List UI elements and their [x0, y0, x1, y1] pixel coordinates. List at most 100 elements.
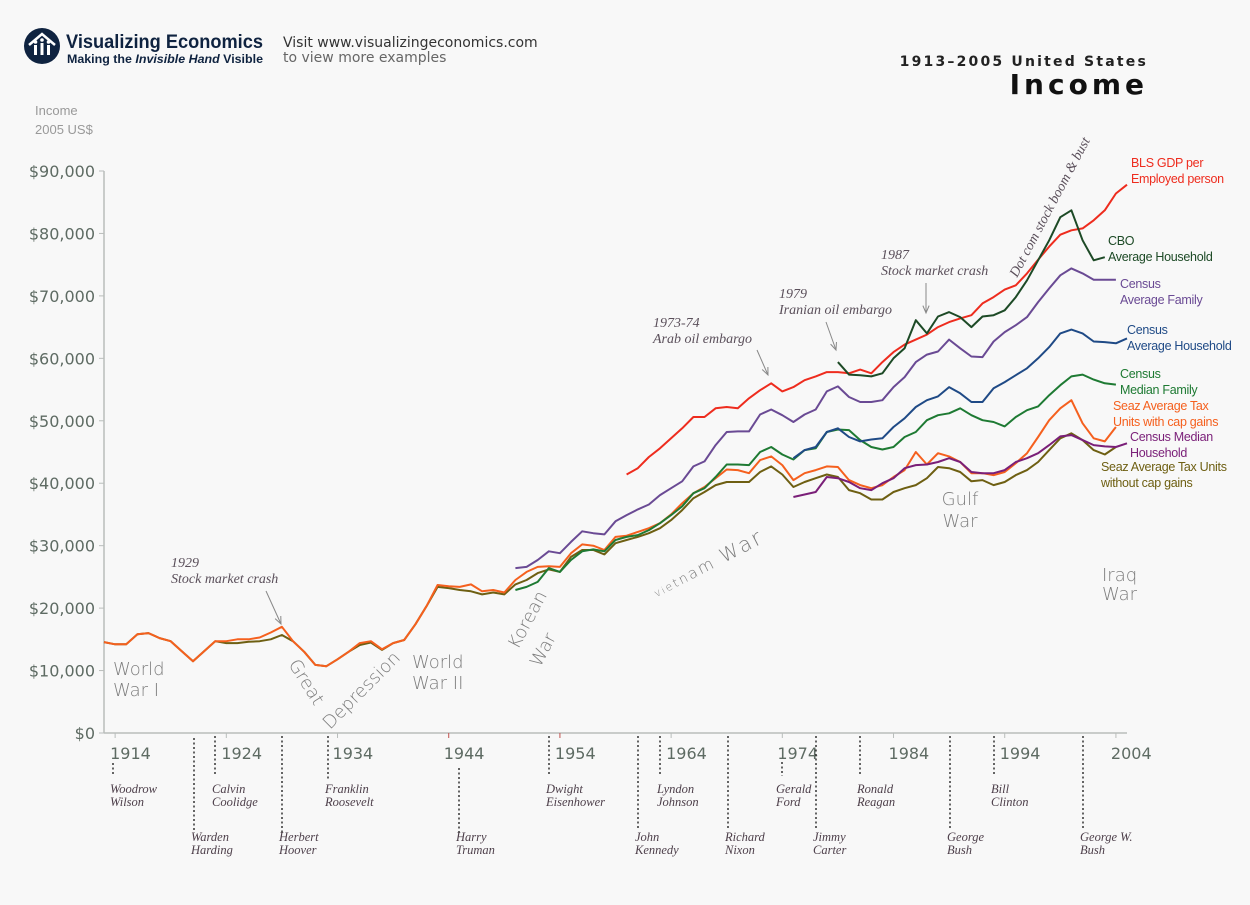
war-label: War: [942, 511, 978, 532]
annotation-text: Stock market crash: [171, 572, 278, 587]
annotation-text: Dot com stock boom & bust: [1007, 134, 1094, 281]
war-label: War I: [113, 680, 159, 701]
war-label: War: [1102, 584, 1138, 605]
president-last-name: Wilson: [110, 795, 144, 809]
series-label: without cap gains: [1100, 476, 1193, 490]
series-label: Seaz Average Tax: [1113, 399, 1210, 413]
y-axis-label: Income: [35, 103, 78, 118]
x-tick-label: 1974: [777, 744, 818, 763]
x-tick-label: 1954: [555, 744, 596, 763]
annotation-arrow: [825, 321, 837, 351]
series-line-census-average-household: [792, 328, 1128, 460]
series-line-census-average-family: [515, 267, 1116, 570]
annotation-arrow: [265, 590, 282, 625]
annotation-arrow: [756, 349, 769, 376]
series-line-seaz-average-tax-units-without-cap-gains: [103, 432, 1117, 668]
chart-subtitle: 1913–2005 United States: [900, 54, 1148, 70]
president-last-name: Johnson: [657, 795, 699, 809]
series-label: Seaz Average Tax Units: [1101, 460, 1227, 474]
x-tick-label: 1964: [666, 744, 707, 763]
president-last-name: Bush: [1080, 843, 1105, 857]
y-tick-label: $30,000: [29, 537, 95, 556]
series-line-census-median-household: [793, 434, 1128, 498]
president-first-name: Ronald: [856, 782, 894, 796]
y-tick-label: $20,000: [29, 599, 95, 618]
y-tick-label: $80,000: [29, 224, 95, 243]
arrow-head: [274, 615, 282, 626]
series-label: Average Household: [1127, 339, 1232, 353]
annotation-text: Stock market crash: [881, 264, 988, 279]
president-first-name: Gerald: [776, 782, 812, 796]
president-last-name: Bush: [947, 843, 972, 857]
series-lines: [103, 183, 1128, 668]
war-label: Vietnam War: [648, 525, 767, 602]
president-last-name: Harding: [190, 843, 233, 857]
president-first-name: Jimmy: [813, 830, 846, 844]
x-tick-label: 1984: [889, 744, 930, 763]
annotation-year: 1979: [779, 287, 807, 302]
president-last-name: Clinton: [991, 795, 1029, 809]
president-first-name: Harry: [455, 830, 487, 844]
president-last-name: Eisenhower: [545, 795, 605, 809]
series-label: Median Family: [1120, 383, 1198, 397]
y-tick-label: $70,000: [29, 287, 95, 306]
series-label: Census: [1127, 323, 1168, 337]
y-tick-label: $50,000: [29, 412, 95, 431]
annotation-year: 1929: [171, 556, 199, 571]
y-axis-unit: 2005 US$: [35, 122, 94, 137]
series-line-cbo-average-household: [837, 209, 1106, 378]
series-label: Average Family: [1120, 293, 1203, 307]
brand-name: Visualizing Economics: [66, 32, 263, 53]
annotation-year: 1987: [881, 248, 910, 263]
president-last-name: Coolidge: [212, 795, 258, 809]
annotation-year: 1973-74: [653, 316, 700, 331]
war-label: World: [113, 659, 165, 680]
brand-tagline: Making the Invisible Hand Visible: [67, 52, 263, 66]
x-tick-label: 2004: [1111, 744, 1152, 763]
war-label: Iraq: [1102, 565, 1137, 586]
president-last-name: Kennedy: [634, 843, 679, 857]
president-last-name: Reagan: [856, 795, 895, 809]
arrow-head: [761, 366, 769, 377]
president-first-name: George W.: [1080, 830, 1133, 844]
series-line-seaz-average-tax-units-with-cap-gains: [103, 399, 1117, 668]
brand-logo[interactable]: [24, 28, 60, 64]
y-tick-label: $40,000: [29, 474, 95, 493]
axes: $0 $10,000 $20,000 $30,000 $40,000 $50,000 $60…: [29, 162, 1152, 763]
president-first-name: Warden: [191, 830, 229, 844]
president-first-name: Woodrow: [110, 782, 158, 796]
y-tick-label: $90,000: [29, 162, 95, 181]
war-label: World: [412, 652, 464, 673]
visit-subtext: to view more examples: [283, 50, 446, 66]
president-first-name: George: [947, 830, 984, 844]
president-first-name: Richard: [724, 830, 766, 844]
president-last-name: Roosevelt: [324, 795, 374, 809]
annotation-text: Iranian oil embargo: [778, 303, 892, 318]
president-last-name: Carter: [813, 843, 846, 857]
y-tick-label: $60,000: [29, 349, 95, 368]
series-label: Census Median: [1130, 430, 1213, 444]
series-label: BLS GDP per: [1131, 156, 1203, 170]
arrow-head: [830, 341, 837, 352]
series-label: Census: [1120, 277, 1161, 291]
war-label: Great: [284, 656, 328, 710]
president-first-name: Bill: [991, 782, 1010, 796]
series-label: Average Household: [1108, 250, 1213, 264]
series-line-bls-gdp-per-employed-person: [626, 183, 1128, 476]
series-labels: BLS GDP per Employed person CBO Average Hou…: [1100, 156, 1232, 490]
president-first-name: Lyndon: [656, 782, 694, 796]
annotation-text: Arab oil embargo: [652, 332, 752, 347]
y-tick-label: $10,000: [29, 662, 95, 681]
president-first-name: Herbert: [278, 830, 319, 844]
president-last-name: Hoover: [278, 843, 317, 857]
series-line-census-median-family: [515, 373, 1117, 591]
war-label: Depression: [319, 648, 405, 734]
visit-link[interactable]: Visit www.visualizingeconomics.com: [283, 35, 538, 51]
president-first-name: John: [635, 830, 659, 844]
president-first-name: Franklin: [324, 782, 369, 796]
president-last-name: Truman: [456, 843, 495, 857]
